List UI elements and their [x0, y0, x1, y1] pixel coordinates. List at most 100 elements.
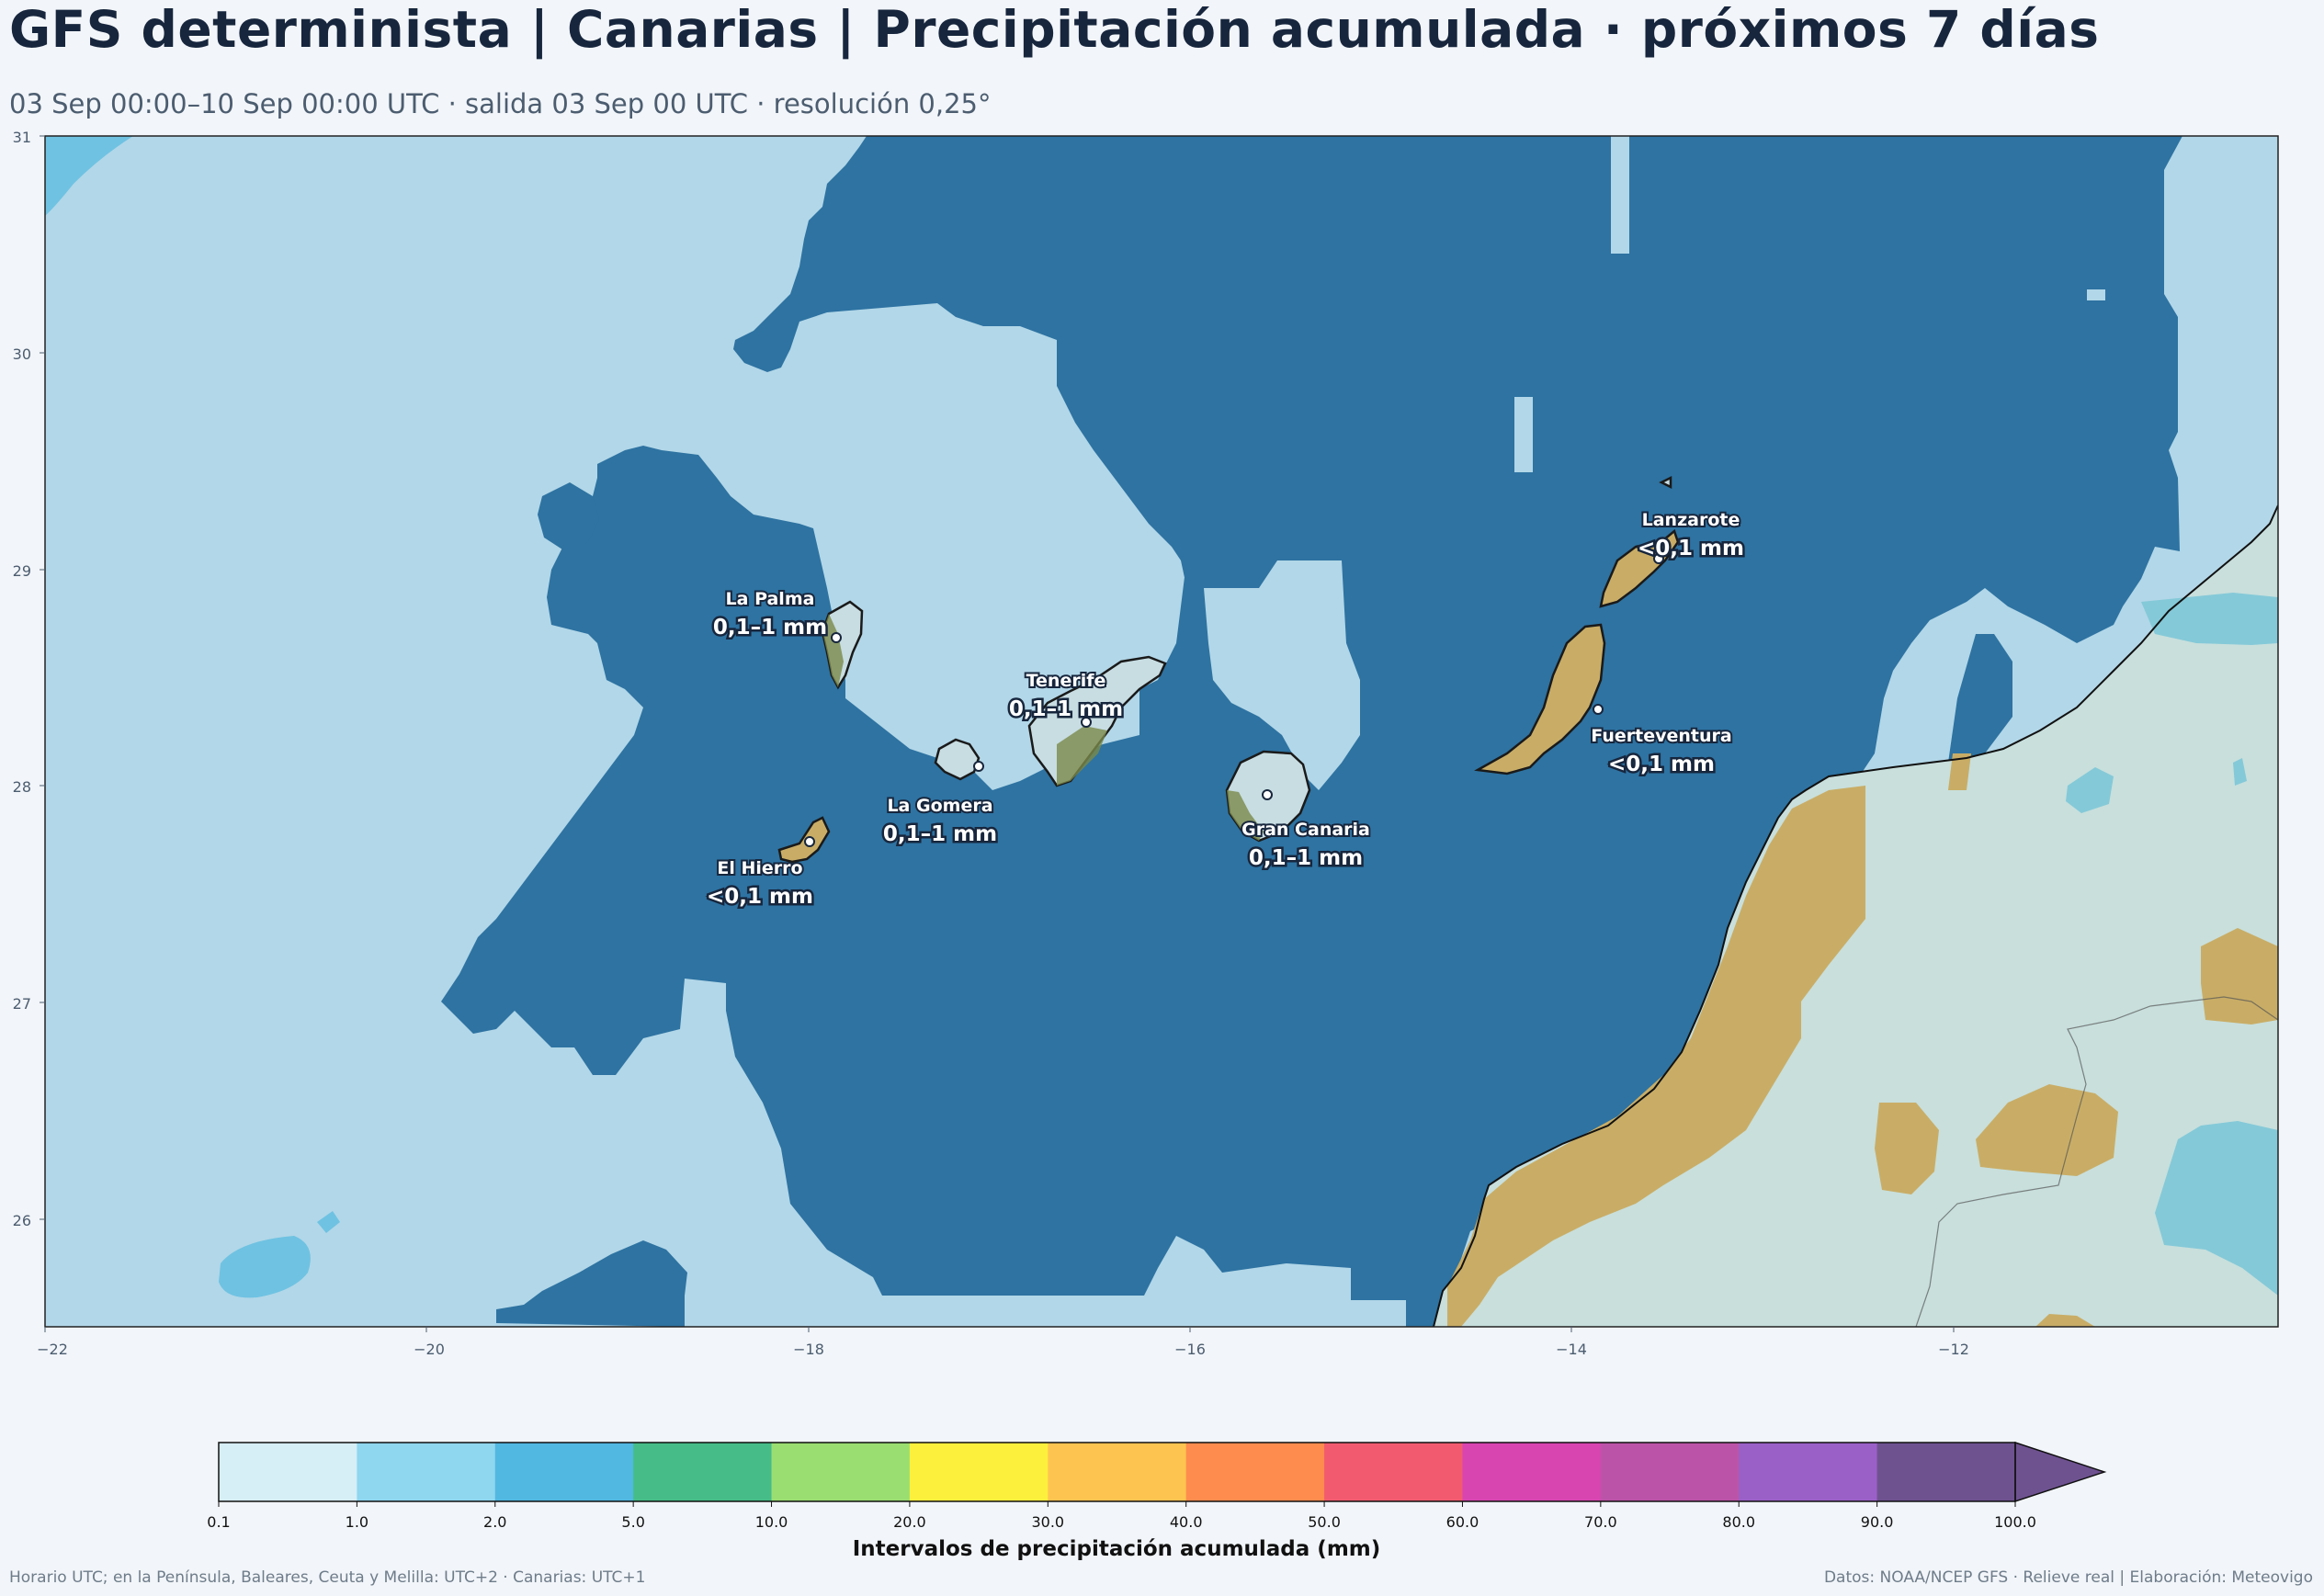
page-title: GFS determinista | Canarias | Precipitac… — [9, 0, 2100, 59]
label-lanzarote-name: Lanzarote — [1642, 510, 1740, 530]
label-la-palma-value: 0,1–1 mm — [713, 616, 827, 640]
city-marker-el-hierro — [804, 836, 815, 847]
label-fuerteventura-name: Fuerteventura — [1591, 726, 1731, 746]
x-tick-label: −12 — [1938, 1341, 1969, 1358]
island-la-gomera — [934, 738, 981, 781]
label-tenerife-name: Tenerife — [1026, 671, 1106, 691]
y-tick-label: 30 — [13, 345, 31, 363]
x-tick-label: −20 — [414, 1341, 445, 1358]
label-gran-canaria-value: 0,1–1 mm — [1249, 846, 1363, 870]
y-axis: 31 30 29 28 27 26 — [13, 129, 45, 1229]
country-border — [1915, 996, 2278, 1327]
x-tick-label: −14 — [1556, 1341, 1587, 1358]
colorbar-segment — [1600, 1443, 1740, 1501]
desert-patch-4 — [1948, 753, 1971, 790]
colorbar-segment — [1739, 1443, 1878, 1501]
label-el-hierro-name: El Hierro — [717, 858, 802, 878]
x-axis: −22 −20 −18 −16 −14 −12 — [37, 1327, 1969, 1358]
colorbar-tick-label: 50.0 — [1308, 1513, 1341, 1531]
colorbar-segment — [1462, 1443, 1602, 1501]
africa-coastline — [1433, 504, 2278, 1327]
colorbar-segment — [909, 1443, 1049, 1501]
precip-land-4 — [2233, 758, 2247, 786]
colorbar-tick-label: 0.1 — [207, 1513, 230, 1531]
city-marker-lanzarote — [1653, 553, 1664, 564]
colorbar-segment — [1185, 1443, 1325, 1501]
gran-canaria-relief — [1227, 790, 1264, 841]
colorbar-tick-label: 30.0 — [1031, 1513, 1064, 1531]
island-fuerteventura — [1474, 623, 1606, 775]
la-palma-relief — [822, 614, 844, 687]
map-area — [45, 136, 2278, 1327]
desert-patch-5 — [2035, 1314, 2095, 1327]
y-tick-label: 29 — [13, 562, 31, 580]
precip-patch-sw-small — [317, 1211, 340, 1233]
tenerife-relief — [1057, 726, 1107, 786]
colorbar-tick-label: 80.0 — [1722, 1513, 1755, 1531]
colorbar-tick-label: 60.0 — [1446, 1513, 1479, 1531]
y-tick-label: 31 — [13, 129, 31, 146]
colorbar-frame — [218, 1442, 2016, 1502]
city-marker-la-palma — [831, 632, 842, 643]
colorbar-segment — [1324, 1443, 1463, 1501]
colorbar-title: Intervalos de precipitación acumulada (m… — [853, 1537, 1381, 1561]
city-marker-gran-canaria — [1262, 789, 1273, 800]
footer-note: Horario UTC; en la Península, Baleares, … — [9, 1568, 646, 1587]
colorbar-segment — [1048, 1443, 1187, 1501]
band-gap-3 — [2087, 289, 2105, 300]
x-tick-label: −22 — [37, 1341, 68, 1358]
island-el-hierro — [777, 816, 831, 864]
desert-patch-2 — [1875, 1103, 1939, 1194]
colorbar-tick-label: 1.0 — [346, 1513, 368, 1531]
precip-blob-1 — [538, 482, 599, 549]
precip-patch-nw — [45, 136, 133, 216]
y-tick-label: 28 — [13, 778, 31, 796]
city-marker-la-gomera — [973, 761, 984, 772]
precip-patch-sw — [219, 1236, 311, 1298]
colorbar-segment — [633, 1443, 773, 1501]
colorbar-extend-arrow — [2014, 1441, 2107, 1503]
desert-patch-3 — [1976, 1084, 2118, 1176]
colorbar-segment — [494, 1443, 634, 1501]
colorbar-tick-label: 20.0 — [893, 1513, 926, 1531]
x-tick-label: −16 — [1174, 1341, 1206, 1358]
colorbar-segments — [219, 1443, 2016, 1501]
x-tick-label: −18 — [793, 1341, 824, 1358]
precip-blob-2 — [496, 1240, 687, 1327]
page-subtitle: 03 Sep 00:00–10 Sep 00:00 UTC · salida 0… — [9, 88, 992, 119]
colorbar-tick-label: 70.0 — [1584, 1513, 1617, 1531]
y-tick-label: 26 — [13, 1212, 31, 1229]
label-la-palma-name: La Palma — [726, 589, 815, 609]
label-lanzarote-value: <0,1 mm — [1638, 537, 1744, 560]
map-frame — [44, 135, 2279, 1328]
colorbar-segment — [357, 1443, 496, 1501]
colorbar-segment — [1876, 1443, 2016, 1501]
precip-land-1 — [2066, 767, 2114, 813]
colorbar-tick-label: 5.0 — [621, 1513, 644, 1531]
precip-land-3 — [2155, 1121, 2278, 1296]
label-gran-canaria-name: Gran Canaria — [1241, 820, 1370, 840]
colorbar-tick-label: 100.0 — [1994, 1513, 2036, 1531]
colorbar-tick-label: 10.0 — [755, 1513, 788, 1531]
city-marker-fuerteventura — [1593, 704, 1604, 715]
band-gap-2 — [1611, 136, 1629, 254]
label-tenerife-value: 0,1–1 mm — [1009, 697, 1123, 721]
desert-patch-1 — [2201, 928, 2278, 1024]
y-tick-label: 27 — [13, 995, 31, 1013]
desert-relief — [1447, 786, 1865, 1327]
colorbar: 0.1 1.0 2.0 5.0 10.0 20.0 30.0 40.0 50.0 60.0 70.0… — [207, 1441, 2107, 1561]
colorbar-tick-label: 2.0 — [483, 1513, 506, 1531]
band-gap-1 — [1514, 397, 1533, 472]
island-labels: La Palma 0,1–1 mm Tenerife 0,1–1 mm La G… — [705, 508, 1747, 911]
label-la-gomera-value: 0,1–1 mm — [883, 822, 997, 846]
colorbar-tick-label: 40.0 — [1170, 1513, 1203, 1531]
island-alegranza — [1659, 475, 1672, 490]
island-lanzarote — [1599, 528, 1680, 608]
label-el-hierro-value: <0,1 mm — [707, 885, 813, 909]
colorbar-segment — [771, 1443, 911, 1501]
label-la-gomera-name: La Gomera — [887, 796, 992, 816]
city-marker-tenerife — [1081, 717, 1092, 728]
footer-credits: Datos: NOAA/NCEP GFS · Relieve real | El… — [1823, 1568, 2313, 1587]
colorbar-tick-label: 90.0 — [1861, 1513, 1894, 1531]
